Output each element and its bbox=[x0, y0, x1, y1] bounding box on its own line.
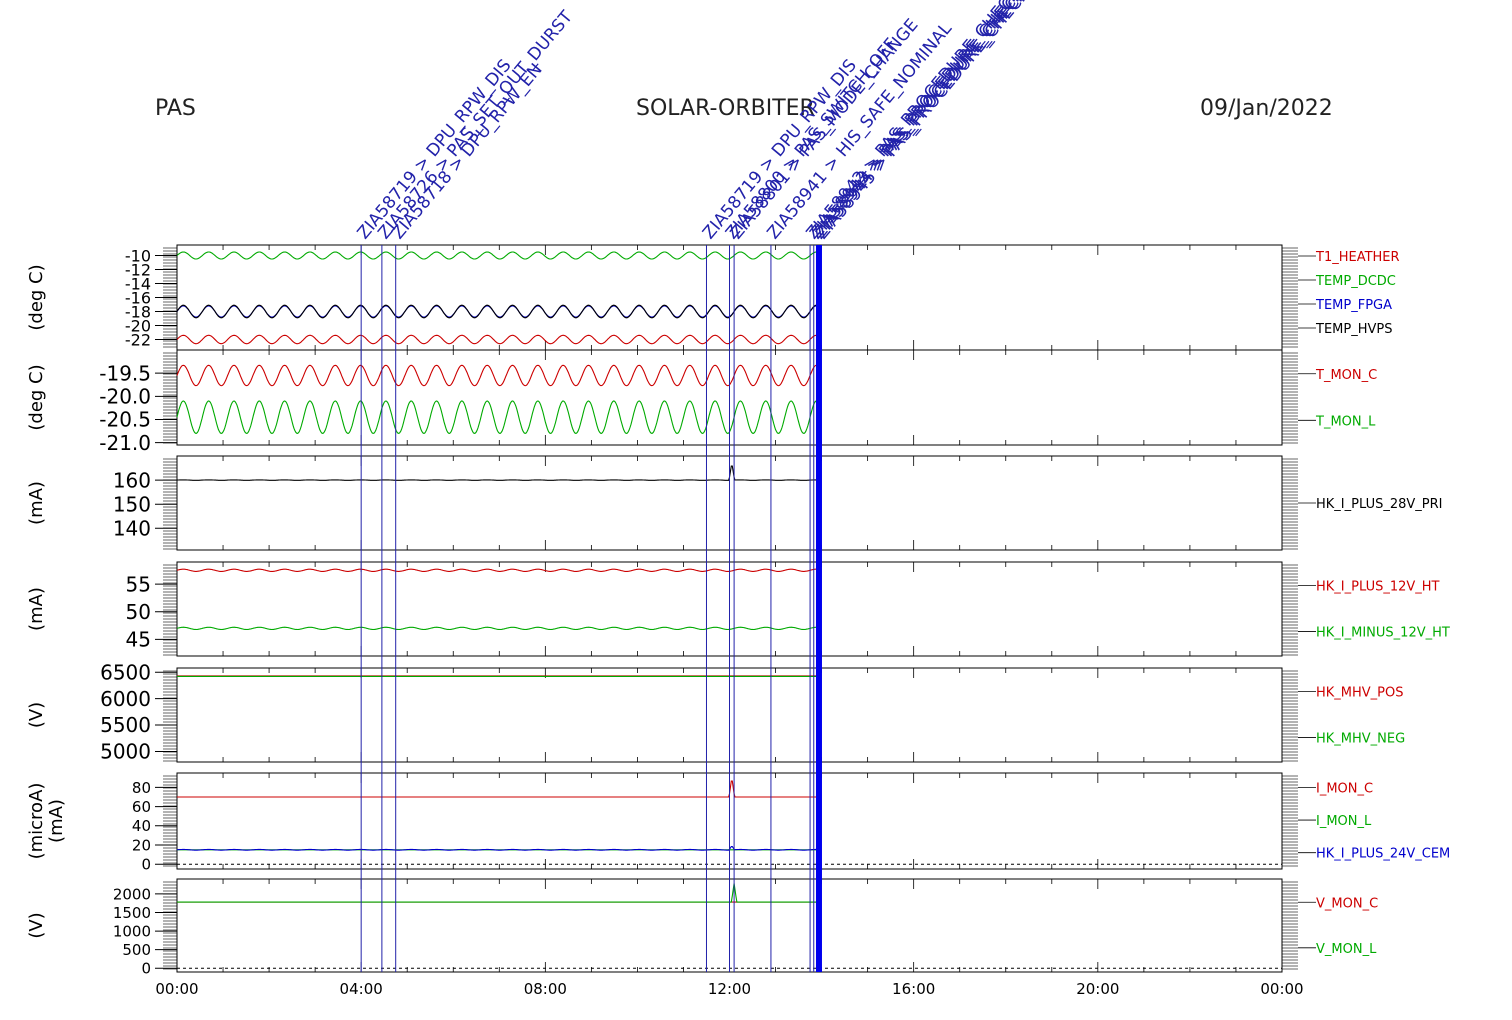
y-tick-label: 50 bbox=[126, 600, 151, 624]
y-tick-label: 5000 bbox=[100, 740, 151, 764]
legend-label-hk-mhv-neg: HK_MHV_NEG bbox=[1316, 732, 1405, 747]
y-axis-label: (microA) bbox=[26, 783, 47, 860]
legend-label-temp-hvps: TEMP_HVPS bbox=[1315, 322, 1392, 337]
series-line-t1-heather bbox=[176, 334, 817, 345]
y-axis-label: (deg C) bbox=[26, 364, 47, 430]
end-of-data-bar bbox=[815, 245, 822, 972]
y-tick-label: 1000 bbox=[113, 922, 151, 940]
y-tick-label: -22 bbox=[125, 330, 151, 349]
header-date: 09/Jan/2022 bbox=[1200, 96, 1333, 121]
y-tick-label: 140 bbox=[113, 517, 151, 541]
series-line-hk-i-minus-12v-ht bbox=[176, 626, 817, 631]
legend-label-i-mon-l: I_MON_L bbox=[1316, 814, 1372, 829]
series-line-hk-i-plus-24v-cem bbox=[176, 846, 817, 851]
legend-label-hk-i-plus-24v-cem: HK_I_PLUS_24V_CEM bbox=[1316, 847, 1450, 862]
legend-label-hk-mhv-pos: HK_MHV_POS bbox=[1316, 686, 1404, 701]
legend-label-i-mon-c: I_MON_C bbox=[1316, 781, 1373, 796]
y-tick-label: 2000 bbox=[113, 885, 151, 903]
y-axis-label-2: (mA) bbox=[46, 799, 67, 843]
x-tick-label: 00:00 bbox=[155, 980, 198, 998]
y-axis-label: (deg C) bbox=[26, 264, 47, 330]
y-tick-label: 0 bbox=[141, 856, 151, 874]
y-tick-label: 45 bbox=[126, 628, 151, 652]
series-line-hk-i-plus-28v-pri bbox=[176, 465, 817, 481]
series-line-t-mon-l bbox=[176, 400, 818, 434]
y-tick-label: 60 bbox=[132, 798, 151, 816]
legend-label-v-mon-l: V_MON_L bbox=[1316, 942, 1377, 957]
header-mission: SOLAR-ORBITER bbox=[636, 96, 815, 121]
y-tick-label: 20 bbox=[132, 836, 151, 854]
y-tick-label: 150 bbox=[113, 492, 151, 516]
legend-label-t-mon-c: T_MON_C bbox=[1315, 368, 1377, 383]
y-tick-label: -20.5 bbox=[99, 408, 151, 432]
x-tick-label: 20:00 bbox=[1076, 980, 1119, 998]
series-line-hk-i-plus-12v-ht bbox=[176, 568, 817, 572]
y-tick-label: -12 bbox=[125, 260, 151, 279]
series-line-temp-hvps bbox=[176, 304, 818, 319]
y-tick-label: 6500 bbox=[100, 660, 151, 684]
y-tick-label: 40 bbox=[132, 817, 151, 835]
event-label: ZIA58719 > DPU_RPW_DIS bbox=[354, 56, 516, 244]
legend-label-temp-dcdc: TEMP_DCDC bbox=[1315, 274, 1396, 289]
legend-label-t-mon-l: T_MON_L bbox=[1315, 414, 1376, 429]
y-tick-label: -18 bbox=[125, 302, 151, 321]
legend-label-temp-fpga: TEMP_FPGA bbox=[1315, 298, 1392, 313]
y-tick-label: -16 bbox=[125, 288, 151, 307]
y-tick-label: 55 bbox=[126, 572, 151, 596]
header-instrument: PAS bbox=[155, 96, 196, 121]
panel-2: -19.5-20.0-20.5-21.0 (deg C) T_MON_C T_MON_… bbox=[26, 349, 1377, 455]
legend-label-hk-i-plus-12v-ht: HK_I_PLUS_12V_HT bbox=[1316, 580, 1440, 595]
x-tick-label: 00:00 bbox=[1260, 980, 1303, 998]
x-tick-label: 16:00 bbox=[892, 980, 935, 998]
series-line-t-mon-c bbox=[176, 364, 818, 387]
y-tick-label: 500 bbox=[122, 941, 151, 959]
series-line-v-mon-l bbox=[177, 883, 817, 903]
panel-1: -10-12-14-16-18-20-22 (deg C) T1_HEATHER TE… bbox=[26, 244, 1400, 351]
y-tick-label: -21.0 bbox=[99, 431, 151, 455]
y-tick-label: -19.5 bbox=[99, 361, 151, 385]
series-line-temp-dcdc bbox=[176, 251, 817, 260]
y-tick-label: 1500 bbox=[113, 904, 151, 922]
y-tick-label: -14 bbox=[125, 274, 151, 293]
y-tick-label: 160 bbox=[113, 468, 151, 492]
event-label: ZIA58718 > DPU_RPW_EN bbox=[388, 60, 546, 243]
y-tick-label: -20 bbox=[125, 316, 151, 335]
y-axis-label: (mA) bbox=[26, 481, 47, 525]
y-tick-label: 6000 bbox=[100, 687, 151, 711]
legend-label-v-mon-c: V_MON_C bbox=[1316, 896, 1378, 911]
y-tick-label: 5500 bbox=[100, 713, 151, 737]
series-line-i-mon-c bbox=[177, 780, 817, 798]
x-tick-label: 04:00 bbox=[340, 980, 383, 998]
legend-label-hk-i-minus-12v-ht: HK_I_MINUS_12V_HT bbox=[1316, 626, 1450, 641]
y-tick-label: -10 bbox=[125, 246, 151, 265]
x-tick-label: 08:00 bbox=[524, 980, 567, 998]
legend-label-t1-heather: T1_HEATHER bbox=[1315, 250, 1400, 265]
y-axis-label: (V) bbox=[26, 912, 47, 938]
y-tick-label: 80 bbox=[132, 779, 151, 797]
y-axis-label: (V) bbox=[26, 702, 47, 728]
x-tick-label: 12:00 bbox=[708, 980, 751, 998]
panel-4: 55 50 45 (mA) HK_I_PLUS_12V_HT HK_I_MINUS_12V… bbox=[26, 561, 1450, 657]
y-tick-label: -20.0 bbox=[99, 385, 151, 409]
y-axis-label: (mA) bbox=[26, 587, 47, 631]
y-tick-label: 0 bbox=[141, 960, 151, 978]
legend-label-hk-i-plus-28v-pri: HK_I_PLUS_28V_PRI bbox=[1316, 497, 1442, 512]
